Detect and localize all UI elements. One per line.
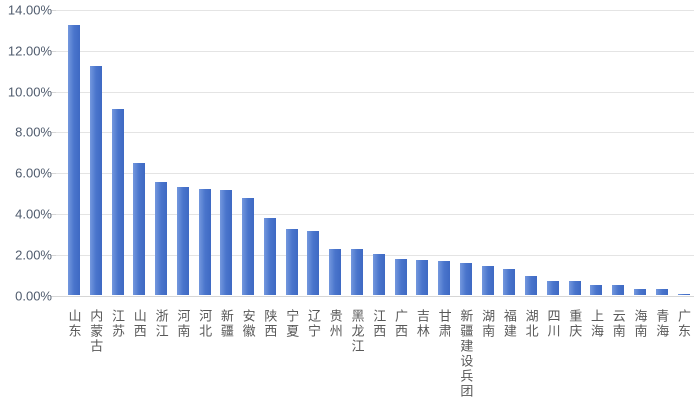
- bar-23: [546, 280, 559, 296]
- bar-28: [655, 289, 668, 296]
- bar-4: [133, 162, 146, 296]
- x-axis-category-label: 宁夏: [284, 309, 300, 339]
- bar-10: [263, 218, 276, 296]
- x-axis-category-label: 辽宁: [305, 309, 321, 339]
- gridline: [56, 295, 694, 297]
- bar-3: [111, 108, 124, 296]
- bar-17: [416, 260, 429, 296]
- x-axis-category-label: 云南: [610, 309, 626, 339]
- bar-26: [612, 285, 625, 296]
- x-axis-category-label: 内蒙古: [88, 309, 104, 354]
- y-tick-mark: [51, 10, 56, 11]
- y-axis-tick-label: 2.00%: [15, 247, 52, 263]
- bar-29: [677, 293, 690, 296]
- x-axis-category-label: 江苏: [110, 309, 126, 339]
- x-axis-category-label: 吉林: [414, 309, 430, 339]
- bar-5: [155, 182, 168, 296]
- x-axis-category-label: 广东: [676, 309, 692, 339]
- x-axis-category-label: 甘肃: [436, 309, 452, 339]
- x-axis-category-label: 广西: [393, 309, 409, 339]
- y-tick-mark: [51, 132, 56, 134]
- x-axis-category-label: 重庆: [567, 309, 583, 339]
- y-tick-mark: [51, 295, 56, 297]
- bar-24: [568, 281, 581, 296]
- x-axis-category-label: 安徽: [240, 309, 256, 339]
- y-tick-mark: [51, 254, 56, 256]
- x-axis-category-label: 湖南: [480, 309, 496, 339]
- x-axis-category-label: 江西: [371, 309, 387, 339]
- x-axis-category-label: 黑龙江: [349, 309, 365, 354]
- bar-21: [503, 269, 516, 296]
- bar-11: [285, 229, 298, 296]
- gridline: [56, 213, 694, 215]
- bar-16: [394, 258, 407, 296]
- y-axis-tick-label: 14.00%: [7, 2, 52, 18]
- bar-15: [372, 253, 385, 296]
- y-tick-mark: [51, 50, 56, 52]
- x-axis-category-label: 浙江: [153, 309, 169, 339]
- y-axis-tick-label: 10.00%: [7, 84, 52, 100]
- x-axis-category-label: 福建: [501, 309, 517, 339]
- x-axis-category-label: 陕西: [262, 309, 278, 339]
- bar-14: [351, 248, 363, 296]
- gridline: [56, 91, 694, 93]
- bar-1: [68, 25, 80, 296]
- x-axis-category-label: 河北: [197, 309, 213, 339]
- bar-13: [329, 248, 342, 296]
- gridline: [56, 10, 694, 11]
- x-axis-category-label: 山西: [131, 309, 147, 339]
- y-tick-mark: [51, 91, 56, 93]
- gridline: [56, 173, 694, 175]
- bar-2: [89, 66, 102, 296]
- bar-20: [481, 265, 494, 296]
- x-axis-category-label: 海南: [632, 309, 648, 339]
- gridline: [56, 50, 694, 52]
- gridline: [56, 132, 694, 134]
- x-axis-category-label: 贵州: [327, 309, 343, 339]
- y-axis-tick-label: 0.00%: [15, 288, 52, 303]
- bar-6: [176, 187, 189, 296]
- bar-18: [438, 260, 451, 296]
- y-tick-mark: [51, 173, 56, 175]
- bar-12: [307, 231, 320, 296]
- x-axis-category-label: 青海: [654, 309, 670, 339]
- y-tick-mark: [51, 213, 56, 215]
- y-axis-tick-label: 4.00%: [15, 206, 52, 222]
- x-axis-category-label: 上海: [588, 309, 604, 339]
- x-axis-category-label: 新疆: [218, 309, 234, 339]
- x-axis-category-label: 山东: [66, 309, 82, 339]
- x-axis-category-label: 四川: [545, 309, 561, 339]
- x-axis-category-label: 新疆建设兵团: [458, 309, 474, 399]
- y-axis-tick-label: 6.00%: [15, 165, 52, 181]
- x-axis-category-label: 湖北: [523, 309, 539, 339]
- bar-7: [198, 189, 211, 296]
- x-axis-category-label: 河南: [175, 309, 191, 339]
- bar-9: [242, 197, 255, 296]
- bar-25: [590, 284, 603, 296]
- y-axis-tick-label: 8.00%: [15, 124, 52, 140]
- bar-19: [459, 262, 472, 296]
- bar-8: [220, 190, 233, 296]
- y-axis-tick-label: 12.00%: [7, 43, 52, 59]
- bar-27: [634, 289, 647, 296]
- bar-22: [525, 275, 538, 296]
